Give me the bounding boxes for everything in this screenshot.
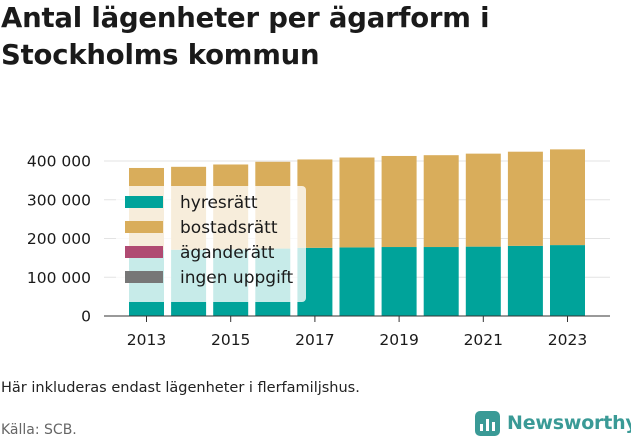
legend: hyresrätt bostadsrätt äganderätt ingen uppg… [116, 186, 306, 302]
bar-hyresrätt-2023 [550, 245, 585, 316]
y-tick-label: 300 000 [27, 191, 91, 209]
newsworthy-logo: Newsworthy [475, 408, 631, 438]
chart-title-line-1: Antal lägenheter per ägarform i [1, 2, 490, 34]
legend-swatch [125, 221, 163, 233]
x-tick-label: 2017 [295, 331, 334, 349]
bar-hyresrätt-2021 [465, 246, 501, 316]
bar-bostadsrätt-2020 [423, 155, 459, 248]
bar-hyresrätt-2022 [507, 245, 543, 316]
legend-label: bostadsrätt [180, 218, 278, 238]
bar-bostadsrätt-2023 [550, 149, 585, 246]
chart-title: Antal lägenheter per ägarform i Stockhol… [1, 0, 626, 74]
x-tick-label: 2019 [379, 331, 418, 349]
bar-hyresrätt-2020 [423, 247, 459, 316]
bar-chart-icon [475, 410, 500, 436]
bar-hyresrätt-2019 [381, 247, 417, 316]
legend-swatch [125, 196, 163, 208]
x-tick-label: 2023 [548, 331, 587, 349]
legend-background [116, 186, 306, 302]
bar-chart: 0 100 000 200 000 300 000 400 000 2013 2015 201… [27, 149, 610, 349]
legend-label: äganderätt [180, 243, 275, 263]
y-tick-label: 100 000 [27, 269, 91, 287]
legend-label: hyresrätt [180, 193, 258, 213]
chart-source: Källa: SCB. [1, 422, 77, 438]
y-tick-label: 0 [81, 308, 91, 326]
legend-swatch [125, 246, 163, 258]
x-tick-label: 2015 [211, 331, 250, 349]
bar-bostadsrätt-2022 [507, 151, 543, 246]
chart-title-line-2: Stockholms kommun [1, 39, 320, 71]
bar-bostadsrätt-2019 [381, 155, 417, 248]
legend-label: ingen uppgift [180, 268, 293, 288]
brand-name: Newsworthy [507, 412, 631, 434]
x-tick-label: 2021 [464, 331, 503, 349]
legend-swatch [125, 271, 163, 283]
bar-bostadsrätt-2018 [339, 157, 375, 248]
y-tick-label: 400 000 [27, 153, 91, 171]
x-tick-label: 2013 [127, 331, 166, 349]
chart-note: Här inkluderas endast lägenheter i flerf… [1, 380, 360, 396]
bar-bostadsrätt-2021 [465, 153, 501, 247]
bar-hyresrätt-2018 [339, 247, 375, 316]
axes: 0 100 000 200 000 300 000 400 000 2013 2015 201… [27, 153, 610, 349]
y-tick-label: 200 000 [27, 230, 91, 248]
